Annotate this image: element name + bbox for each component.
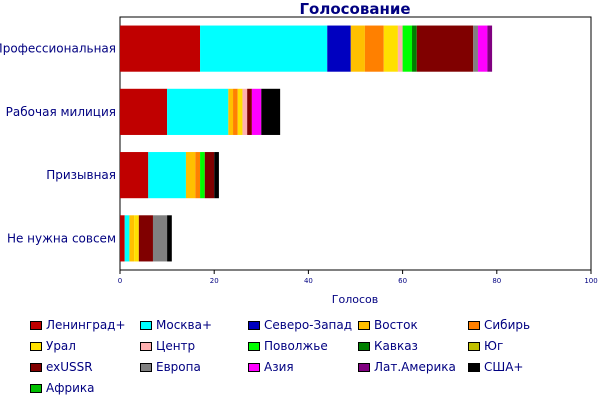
legend-swatch	[468, 341, 480, 351]
bar-segment	[138, 215, 153, 262]
legend-item: Москва+	[140, 318, 212, 332]
bar-segment	[120, 25, 201, 72]
legend-label: Урал	[46, 339, 76, 353]
bar-segment	[412, 25, 417, 72]
bar-segment	[261, 88, 281, 135]
bar-segment	[214, 152, 219, 199]
legend-label: Центр	[156, 339, 196, 353]
legend-item: Африка	[30, 381, 95, 395]
bar-segment	[120, 215, 125, 262]
bar-segment	[233, 88, 238, 135]
legend-swatch	[140, 320, 152, 330]
legend-swatch	[140, 341, 152, 351]
legend-item: Азия	[248, 360, 294, 374]
legend-label: Африка	[46, 381, 95, 395]
legend-item: Сибирь	[468, 318, 530, 332]
legend-label: Юг	[484, 339, 504, 353]
legend-label: Москва+	[156, 318, 213, 332]
x-tick-label: 40	[304, 277, 313, 285]
legend-item: Восток	[358, 318, 418, 332]
legend-label: Европа	[156, 360, 201, 374]
legend-label: Сибирь	[484, 318, 531, 332]
bar-segment	[167, 215, 172, 262]
bar-segment	[416, 25, 474, 72]
bar-segment	[237, 88, 243, 135]
bar-segment	[120, 88, 168, 135]
x-tick-label: 80	[492, 277, 501, 285]
legend-swatch	[248, 341, 260, 351]
bar-segment	[167, 88, 229, 135]
bar-segment	[487, 25, 493, 72]
legend-swatch	[468, 362, 480, 372]
x-axis-label: Голосов	[332, 293, 378, 306]
legend-item: Лат.Америка	[358, 360, 456, 374]
bar-segment	[247, 88, 252, 135]
legend-item: Юг	[468, 339, 503, 353]
bar-segment	[134, 215, 139, 262]
y-category-label: Рабочая милиция	[6, 105, 116, 119]
legend-label: Северо-Запад	[264, 318, 353, 332]
legend-label: Ленинград+	[46, 318, 126, 332]
x-tick-label: 0	[118, 277, 122, 285]
legend-label: США+	[484, 360, 524, 374]
bar-segment	[402, 25, 413, 72]
legend-swatch	[248, 362, 260, 372]
bar-segment	[129, 215, 135, 262]
bar-segment	[383, 25, 398, 72]
bar-segment	[397, 25, 403, 72]
legend-label: Восток	[374, 318, 418, 332]
bar-segment	[200, 152, 205, 199]
bar-segment	[200, 25, 328, 72]
legend-swatch	[468, 320, 480, 330]
legend-item: Кавказ	[358, 339, 418, 353]
bar-segment	[195, 152, 201, 199]
legend-label: exUSSR	[46, 360, 93, 374]
chart-title: Голосование	[299, 0, 411, 18]
legend-swatch	[30, 320, 42, 330]
bar-segment	[242, 88, 248, 135]
x-tick-label: 60	[398, 277, 407, 285]
legend-swatch	[30, 341, 42, 351]
bar-segment	[185, 152, 196, 199]
y-category-label: Призывная	[46, 168, 116, 182]
bar-segment	[350, 25, 365, 72]
legend-swatch	[358, 320, 370, 330]
bar-segment	[364, 25, 384, 72]
legend-label: Кавказ	[374, 339, 418, 353]
legend-label: Азия	[264, 360, 294, 374]
legend-swatch	[30, 362, 42, 372]
bar-segment	[152, 215, 168, 262]
legend-item: Ленинград+	[30, 318, 126, 332]
legend-label: Поволжье	[264, 339, 328, 353]
legend-swatch	[30, 383, 42, 393]
legend-swatch	[358, 362, 370, 372]
legend-swatch	[248, 320, 260, 330]
legend-item: Поволжье	[248, 339, 328, 353]
legend-item: Северо-Запад	[248, 318, 352, 332]
legend-item: Урал	[30, 339, 76, 353]
bar-segment	[473, 25, 478, 72]
bar-segment	[204, 152, 215, 199]
bar-segment	[148, 152, 186, 199]
bar-segment	[228, 88, 234, 135]
bar-segment	[124, 215, 130, 262]
legend-label: Лат.Америка	[374, 360, 456, 374]
bar-segment	[327, 25, 351, 72]
x-tick-label: 20	[210, 277, 219, 285]
legend-item: exUSSR	[30, 360, 93, 374]
y-category-label: Не нужна совсем	[7, 231, 116, 245]
bar-segment	[477, 25, 488, 72]
y-category-label: Профессиональная	[0, 42, 116, 56]
bar-segment	[120, 152, 149, 199]
x-tick-label: 100	[584, 277, 597, 285]
legend-item: Центр	[140, 339, 195, 353]
legend-item: Европа	[140, 360, 201, 374]
bar-segment	[251, 88, 262, 135]
legend-swatch	[140, 362, 152, 372]
chart-legend: Ленинград+ Москва+ Северо-Запад Восток Сибир…	[30, 318, 600, 400]
legend-item: США+	[468, 360, 523, 374]
chart-plot-area: 0 20 40 60 80 100 Голосов Профессиональная Рабоч…	[0, 16, 598, 306]
legend-swatch	[358, 341, 370, 351]
